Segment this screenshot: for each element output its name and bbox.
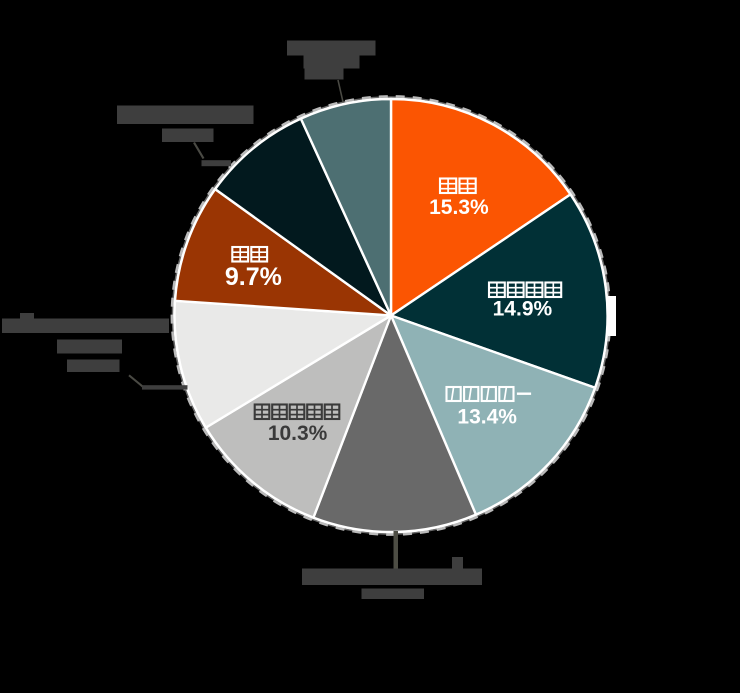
svg-text:9.7%: 9.7% — [225, 263, 282, 291]
svg-text:15.3%: 15.3% — [429, 196, 489, 219]
svg-text:10.3%: 10.3% — [268, 422, 328, 445]
svg-text:14.9%: 14.9% — [493, 298, 553, 321]
svg-text:13.4%: 13.4% — [457, 406, 517, 429]
